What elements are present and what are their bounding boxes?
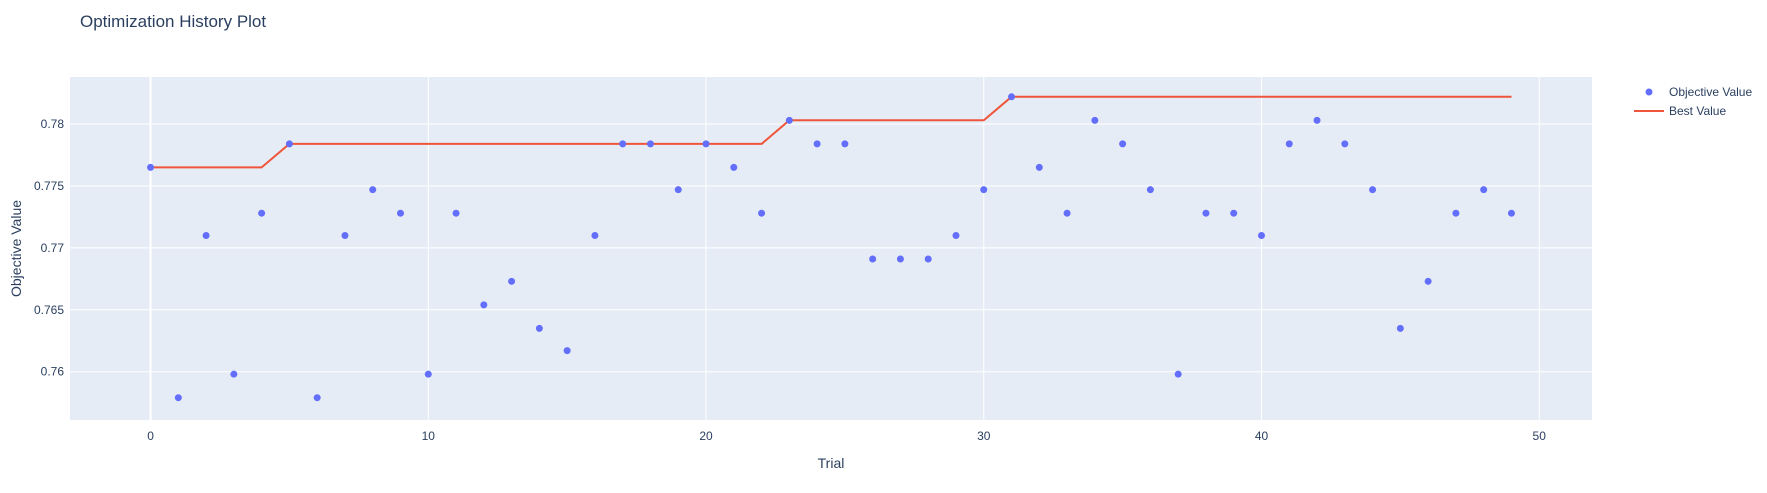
grid-lines: [70, 77, 1592, 420]
objective-value-point[interactable]: [1341, 140, 1349, 148]
objective-value-point[interactable]: [258, 209, 266, 217]
objective-value-point[interactable]: [813, 140, 821, 148]
x-tick-label: 20: [699, 429, 713, 443]
x-tick-label: 0: [147, 429, 154, 443]
objective-value-point[interactable]: [1119, 140, 1127, 148]
y-axis-ticks: 0.76 0.765 0.77 0.775 0.78: [34, 117, 64, 379]
objective-value-point[interactable]: [1313, 116, 1321, 124]
objective-value-point[interactable]: [1480, 186, 1488, 194]
x-axis-ticks: 0 10 20 30 40 50: [147, 429, 1546, 443]
chart-title: Optimization History Plot: [80, 12, 266, 31]
x-tick-label: 50: [1533, 429, 1547, 443]
legend-item-best-value[interactable]: Best Value: [1634, 104, 1726, 118]
y-tick-label: 0.77: [41, 241, 65, 255]
objective-value-point[interactable]: [785, 116, 793, 124]
objective-value-point[interactable]: [1063, 209, 1071, 217]
objective-value-point[interactable]: [1452, 209, 1460, 217]
legend: Objective Value Best Value: [1634, 85, 1752, 118]
objective-value-point[interactable]: [1230, 209, 1238, 217]
objective-value-point[interactable]: [1257, 231, 1265, 239]
x-tick-label: 10: [422, 429, 436, 443]
series-layer: [147, 93, 1515, 402]
objective-value-point[interactable]: [619, 140, 627, 148]
objective-value-point[interactable]: [397, 209, 405, 217]
objective-value-point[interactable]: [869, 255, 877, 263]
y-tick-label: 0.76: [41, 365, 65, 379]
objective-value-point[interactable]: [758, 209, 766, 217]
objective-value-point[interactable]: [1146, 186, 1154, 194]
legend-label-objective-value: Objective Value: [1669, 85, 1752, 99]
objective-value-point[interactable]: [285, 140, 293, 148]
objective-value-point[interactable]: [1202, 209, 1210, 217]
best-value-line: [150, 95, 1512, 169]
objective-value-point[interactable]: [1396, 324, 1404, 332]
objective-value-point[interactable]: [508, 277, 516, 285]
objective-value-point[interactable]: [174, 394, 182, 402]
objective-value-point[interactable]: [313, 394, 321, 402]
y-tick-label: 0.78: [41, 117, 65, 131]
x-tick-label: 40: [1255, 429, 1269, 443]
y-tick-label: 0.765: [34, 303, 64, 317]
y-axis-title: Objective Value: [8, 200, 24, 297]
objective-value-point[interactable]: [424, 370, 432, 378]
objective-value-point[interactable]: [952, 231, 960, 239]
objective-value-point[interactable]: [1507, 209, 1515, 217]
objective-value-point[interactable]: [1091, 116, 1099, 124]
objective-value-point[interactable]: [535, 324, 543, 332]
objective-value-point[interactable]: [896, 255, 904, 263]
objective-value-point[interactable]: [480, 301, 488, 309]
objective-value-point[interactable]: [674, 186, 682, 194]
plot-area: [70, 77, 1592, 420]
objective-value-point[interactable]: [230, 370, 238, 378]
objective-value-point[interactable]: [563, 347, 571, 355]
objective-value-point[interactable]: [147, 163, 155, 171]
objective-value-point[interactable]: [452, 209, 460, 217]
objective-value-point[interactable]: [924, 255, 932, 263]
legend-item-objective-value[interactable]: Objective Value: [1645, 85, 1753, 99]
objective-value-point[interactable]: [980, 186, 988, 194]
objective-value-point[interactable]: [730, 163, 738, 171]
objective-value-point[interactable]: [1369, 186, 1377, 194]
objective-value-point[interactable]: [1035, 163, 1043, 171]
objective-value-point[interactable]: [591, 231, 599, 239]
x-axis-title: Trial: [818, 455, 845, 471]
x-tick-label: 30: [977, 429, 991, 443]
objective-value-point[interactable]: [341, 231, 349, 239]
objective-value-point[interactable]: [1174, 370, 1182, 378]
objective-value-point[interactable]: [646, 140, 654, 148]
objective-value-point[interactable]: [1285, 140, 1293, 148]
legend-marker-icon: [1645, 88, 1653, 96]
objective-value-point[interactable]: [202, 231, 210, 239]
objective-value-point[interactable]: [369, 186, 377, 194]
objective-value-point[interactable]: [841, 140, 849, 148]
objective-value-point[interactable]: [1008, 93, 1016, 101]
y-tick-label: 0.775: [34, 179, 64, 193]
objective-value-point[interactable]: [702, 140, 710, 148]
objective-value-point[interactable]: [1424, 277, 1432, 285]
legend-label-best-value: Best Value: [1669, 104, 1726, 118]
